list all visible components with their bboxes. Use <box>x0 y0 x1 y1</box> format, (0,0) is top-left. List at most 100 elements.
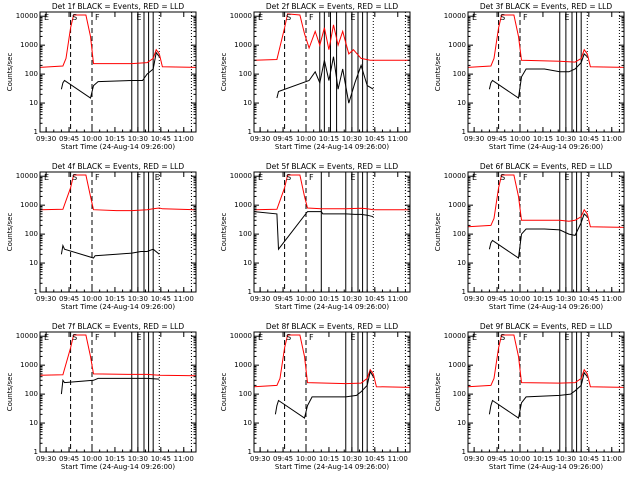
panel-data-area <box>468 332 624 452</box>
segment-marker: E <box>258 13 263 22</box>
detector-panel-3: 1 10 100 1000 10000 09:30 09:45 10:00 10:15 10:30… <box>434 2 625 151</box>
plot-frame <box>39 11 197 133</box>
y-tick-label: 100 <box>453 70 466 78</box>
y-tick-label: 10 <box>29 259 38 267</box>
y-axis-label: Counts/sec <box>6 53 14 92</box>
panel-title: Det 7f BLACK = Events, RED = LLD <box>52 322 185 331</box>
y-tick-label: 10 <box>29 419 38 427</box>
segment-marker: E <box>44 173 49 182</box>
segment-marker: E <box>350 13 355 22</box>
lld-series-line <box>254 174 410 211</box>
x-tick-label: 10:00 <box>82 135 102 143</box>
y-tick-label: 10000 <box>444 12 466 20</box>
y-tick-label: 1000 <box>20 361 38 369</box>
events-series-line <box>60 243 160 259</box>
segment-marker: F <box>523 13 528 22</box>
segment-marker: E <box>155 173 160 182</box>
y-tick-label: 10000 <box>16 12 38 20</box>
events-series-line <box>488 213 588 259</box>
x-tick-label: 10:45 <box>365 455 385 463</box>
x-tick-label: 10:15 <box>105 455 125 463</box>
panel-data-area <box>254 172 410 292</box>
y-tick-label: 100 <box>453 230 466 238</box>
x-tick-label: 10:00 <box>510 295 530 303</box>
plot-frame <box>39 331 197 453</box>
y-tick-label: 100 <box>25 70 38 78</box>
detector-panel-7: 1 10 100 1000 10000 09:30 09:45 10:00 10:15 10:30… <box>6 322 197 471</box>
panel-data-area <box>40 12 196 132</box>
panel-data-area <box>254 332 410 452</box>
segment-marker: E <box>44 333 49 342</box>
x-tick-label: 10:30 <box>128 135 148 143</box>
x-axis-label: Start Time (24-Aug-14 09:26:00) <box>489 303 603 311</box>
segment-marker: F <box>523 173 528 182</box>
segment-marker: F <box>95 333 100 342</box>
x-tick-label: 10:15 <box>105 295 125 303</box>
panel-title: Det 6f BLACK = Events, RED = LLD <box>480 162 613 171</box>
x-tick-label: 10:30 <box>128 295 148 303</box>
y-tick-label: 10000 <box>16 172 38 180</box>
x-tick-label: 11:00 <box>602 295 622 303</box>
y-tick-label: 100 <box>25 230 38 238</box>
y-tick-label: 1000 <box>20 201 38 209</box>
x-tick-label: 09:45 <box>59 295 79 303</box>
events-series-line <box>274 370 374 419</box>
y-tick-label: 10 <box>457 99 466 107</box>
x-tick-label: 09:45 <box>273 135 293 143</box>
x-axis-label: Start Time (24-Aug-14 09:26:00) <box>275 143 389 151</box>
panel-data-area <box>468 12 624 132</box>
y-tick-label: 1000 <box>448 41 466 49</box>
detector-panel-9: 1 10 100 1000 10000 09:30 09:45 10:00 10:15 10:30… <box>434 322 625 471</box>
plot-frame <box>467 331 625 453</box>
segment-marker: E <box>472 173 477 182</box>
plot-frame <box>467 171 625 293</box>
x-tick-label: 10:15 <box>319 295 339 303</box>
x-tick-label: 10:30 <box>128 455 148 463</box>
segment-marker: F <box>309 13 314 22</box>
x-tick-label: 10:00 <box>82 455 102 463</box>
x-tick-label: 09:30 <box>250 135 270 143</box>
x-tick-label: 10:30 <box>342 135 362 143</box>
detector-panel-6: 1 10 100 1000 10000 09:30 09:45 10:00 10:15 10:30… <box>434 162 625 311</box>
y-tick-label: 100 <box>239 230 252 238</box>
segment-marker: F <box>95 13 100 22</box>
plot-frame <box>253 11 411 133</box>
y-tick-label: 10000 <box>16 332 38 340</box>
segment-marker: S <box>72 333 77 342</box>
lld-series-line <box>254 13 410 61</box>
segment-marker: F <box>523 333 528 342</box>
x-tick-label: 10:15 <box>533 455 553 463</box>
detector-panel-5: 1 10 100 1000 10000 09:30 09:45 10:00 10:15 10:30… <box>220 162 411 311</box>
segment-marker: S <box>500 13 505 22</box>
x-tick-label: 09:45 <box>273 455 293 463</box>
x-tick-label: 09:45 <box>487 135 507 143</box>
segment-marker: F <box>95 173 100 182</box>
segment-marker: S <box>72 173 77 182</box>
segment-marker: S <box>72 13 77 22</box>
y-tick-label: 1 <box>248 288 252 296</box>
plot-frame <box>253 331 411 453</box>
segment-marker: E <box>136 333 141 342</box>
segment-marker: S <box>286 173 291 182</box>
y-tick-label: 1000 <box>448 201 466 209</box>
events-series-line <box>60 51 160 99</box>
lld-series-line <box>40 174 196 212</box>
lld-series-line <box>254 334 410 388</box>
detector-panel-1: 1 10 100 1000 10000 09:30 09:45 10:00 10:15 10:30… <box>6 2 197 151</box>
x-tick-label: 10:30 <box>556 135 576 143</box>
panel-data-area <box>254 12 410 132</box>
x-tick-label: 09:45 <box>487 455 507 463</box>
x-axis-label: Start Time (24-Aug-14 09:26:00) <box>61 143 175 151</box>
lld-series-line <box>40 334 196 377</box>
x-tick-label: 11:00 <box>388 135 408 143</box>
events-series-line <box>60 377 160 395</box>
segment-marker: E <box>44 13 49 22</box>
segment-marker: E <box>564 333 569 342</box>
y-axis-label: Counts/sec <box>220 373 228 412</box>
x-axis-label: Start Time (24-Aug-14 09:26:00) <box>275 463 389 471</box>
x-tick-label: 11:00 <box>388 295 408 303</box>
segment-marker: E <box>472 13 477 22</box>
x-axis-label: Start Time (24-Aug-14 09:26:00) <box>61 463 175 471</box>
y-tick-label: 100 <box>25 390 38 398</box>
